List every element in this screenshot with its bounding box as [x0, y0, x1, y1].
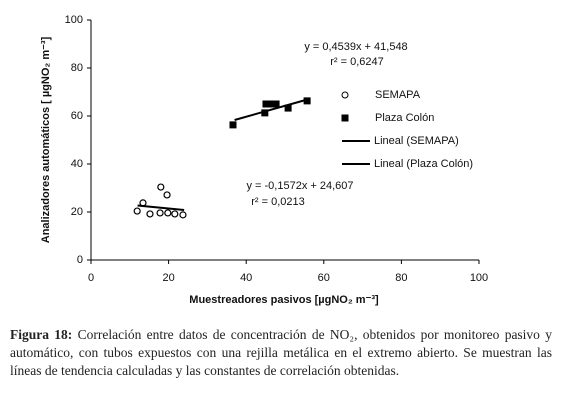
point [303, 97, 311, 105]
point [261, 109, 269, 117]
legend-label: Plaza Colón [375, 112, 434, 124]
point [284, 104, 292, 112]
point [262, 100, 270, 108]
legend-label: Lineal (Plaza Colón) [374, 158, 473, 170]
point [164, 209, 172, 217]
x-tick-label: 20 [162, 272, 174, 284]
point [171, 210, 179, 218]
annotation: y = -0,1572x + 24,607 [246, 180, 353, 192]
annotation: r² = 0,0213 [251, 196, 305, 208]
x-axis-label: Muestreadores pasivos [µgNO₂ m⁻³] [189, 294, 379, 306]
legend-marker [341, 91, 349, 99]
y-tick-label: 60 [71, 110, 83, 122]
point [157, 183, 165, 191]
annotation: y = 0,4539x + 41,548 [304, 41, 407, 53]
legend-label: SEMAPA [375, 89, 421, 101]
x-tick-label: 40 [240, 272, 252, 284]
point [133, 207, 141, 215]
y-axis-label: Analizadores automáticos [ µgNO₂ m⁻³] [40, 36, 52, 243]
trend-line [137, 204, 185, 211]
legend-label: Lineal (SEMAPA) [374, 135, 459, 147]
y-tick-label: 0 [77, 254, 83, 266]
caption-label: Figura 18: [10, 327, 73, 342]
y-tick-label: 100 [65, 14, 83, 26]
point [163, 191, 171, 199]
y-tick-label: 20 [71, 206, 83, 218]
point [156, 209, 164, 217]
y-tick-label: 80 [71, 62, 83, 74]
x-tick-label: 60 [318, 272, 330, 284]
legend-marker [341, 114, 349, 122]
point [268, 100, 276, 108]
x-tick-label: 0 [88, 272, 94, 284]
point [272, 100, 280, 108]
point [229, 121, 237, 129]
trend-line [234, 98, 309, 121]
x-tick-label: 100 [470, 272, 488, 284]
chart: Muestreadores pasivos [µgNO₂ m⁻³] Analiz… [40, 14, 488, 306]
point [146, 210, 154, 218]
caption: Figura 18: Correlación entre datos de co… [10, 326, 552, 380]
point [179, 211, 187, 219]
caption-text: Correlación entre datos de concentración… [10, 327, 552, 378]
y-tick-label: 40 [71, 158, 83, 170]
x-tick-label: 80 [395, 272, 407, 284]
annotation: r² = 0,6247 [330, 56, 384, 68]
